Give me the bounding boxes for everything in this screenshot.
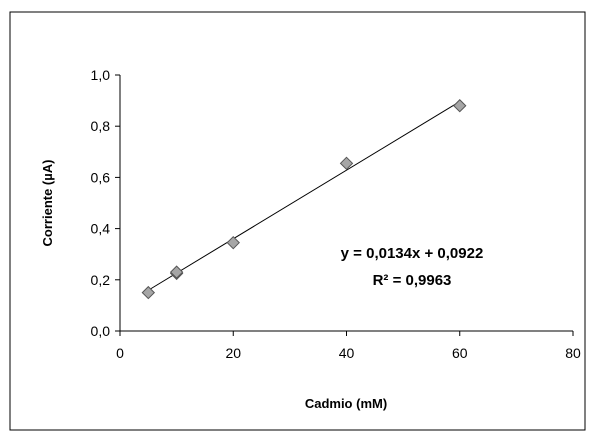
y-tick-label: 0,8 (91, 118, 111, 134)
trendline (148, 101, 461, 291)
equation-label: y = 0,0134x + 0,0922 (341, 245, 484, 262)
data-point (141, 285, 156, 300)
y-tick-label: 1,0 (91, 67, 111, 83)
y-tick-label: 0,4 (91, 221, 111, 237)
y-tick-label: 0,6 (91, 169, 111, 185)
data-points (141, 99, 467, 300)
x-axis-title: Cadmio (mM) (305, 396, 387, 411)
data-point (453, 99, 467, 113)
x-tick-label: 60 (452, 345, 468, 361)
x-tick-label: 20 (225, 345, 241, 361)
chart-frame (9, 11, 586, 431)
r-squared-label: R² = 0,9963 (373, 272, 452, 289)
y-ticks: 0,0 0,2 0,4 0,6 0,8 1,0 (91, 67, 120, 339)
x-tick-label: 0 (116, 345, 124, 361)
y-tick-label: 0,2 (91, 272, 111, 288)
data-point (339, 156, 354, 171)
y-axis-title: Corriente (µA) (40, 160, 55, 247)
data-point (226, 235, 240, 250)
trendline-group (148, 101, 461, 291)
y-tick-label: 0,0 (91, 323, 111, 339)
x-tick-label: 40 (339, 345, 355, 361)
x-ticks: 0 20 40 60 80 (116, 331, 581, 361)
data-point (169, 265, 184, 279)
x-tick-label: 80 (565, 345, 581, 361)
